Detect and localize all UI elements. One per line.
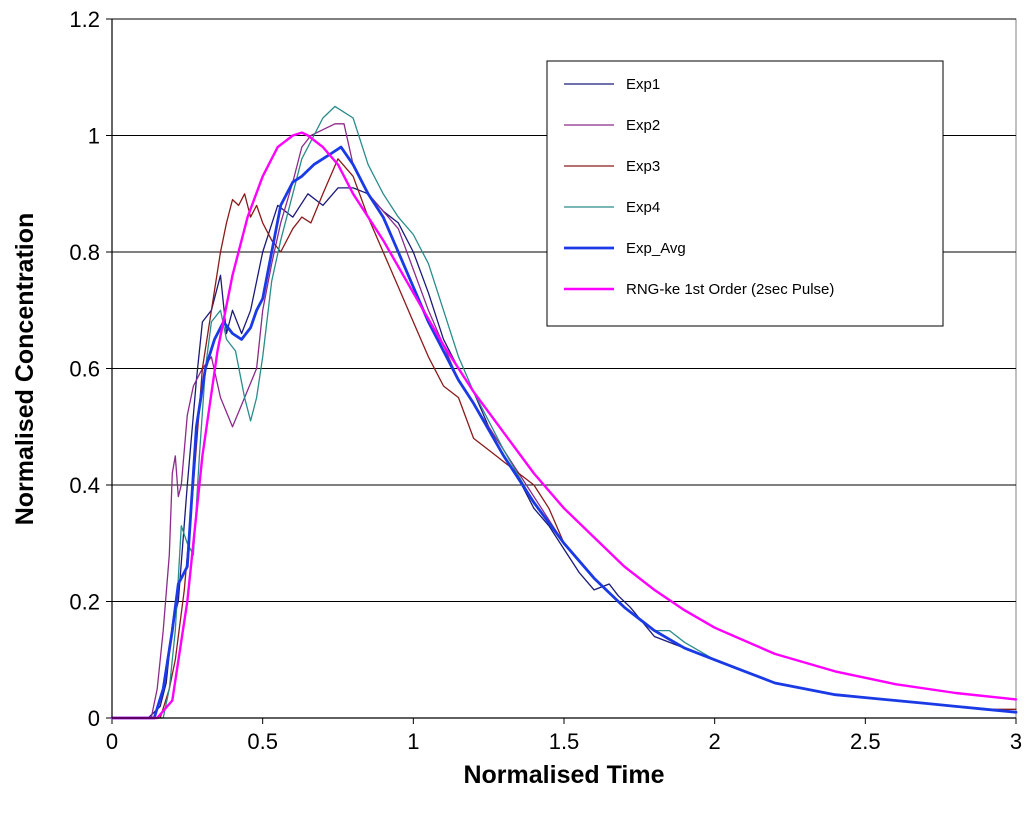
legend-label-1: Exp2	[626, 117, 660, 134]
series-layer	[110, 105, 1018, 720]
legend-label-0: Exp1	[626, 76, 660, 93]
legend-label-4: Exp_Avg	[626, 240, 686, 257]
y-tick-labels: 0 0.2 0.4 0.6 0.8 1 1.2	[69, 7, 100, 731]
y-tick-label-2: 0.4	[69, 473, 100, 498]
y-tick-label-1: 0.2	[69, 590, 100, 615]
legend-entries: Exp1 Exp2 Exp3 Exp4 Exp_Avg RNG-ke 1st Order …	[564, 76, 834, 298]
x-tick-label-6: 3	[1010, 729, 1022, 754]
legend: Exp1 Exp2 Exp3 Exp4 Exp_Avg RNG-ke 1st Order …	[546, 60, 944, 327]
x-tick-label-2: 1	[407, 729, 419, 754]
y-tick-label-6: 1.2	[69, 7, 100, 32]
x-tick-label-3: 1.5	[549, 729, 580, 754]
axis-ticks	[106, 18, 1017, 724]
y-tick-label-4: 0.8	[69, 240, 100, 265]
legend-label-5: RNG-ke 1st Order (2sec Pulse)	[626, 281, 834, 298]
y-axis-title: Normalised Concentration	[11, 213, 39, 526]
legend-box	[546, 60, 944, 327]
x-tick-labels: 0 0.5 1 1.5 2 2.5 3	[106, 729, 1022, 754]
x-axis-title: Normalised Time	[463, 761, 664, 789]
x-tick-label-5: 2.5	[850, 729, 881, 754]
series-line-exp-avg	[110, 145, 1018, 720]
y-tick-label-0: 0	[88, 706, 100, 731]
legend-label-2: Exp3	[626, 158, 660, 175]
x-tick-label-1: 0.5	[247, 729, 278, 754]
x-tick-label-0: 0	[106, 729, 118, 754]
legend-label-3: Exp4	[626, 199, 660, 216]
series-line-rng-ke-1st-order-2sec-pulse	[110, 131, 1018, 720]
x-tick-label-4: 2	[709, 729, 721, 754]
y-tick-label-3: 0.6	[69, 357, 100, 382]
y-tick-label-5: 1	[88, 124, 100, 149]
